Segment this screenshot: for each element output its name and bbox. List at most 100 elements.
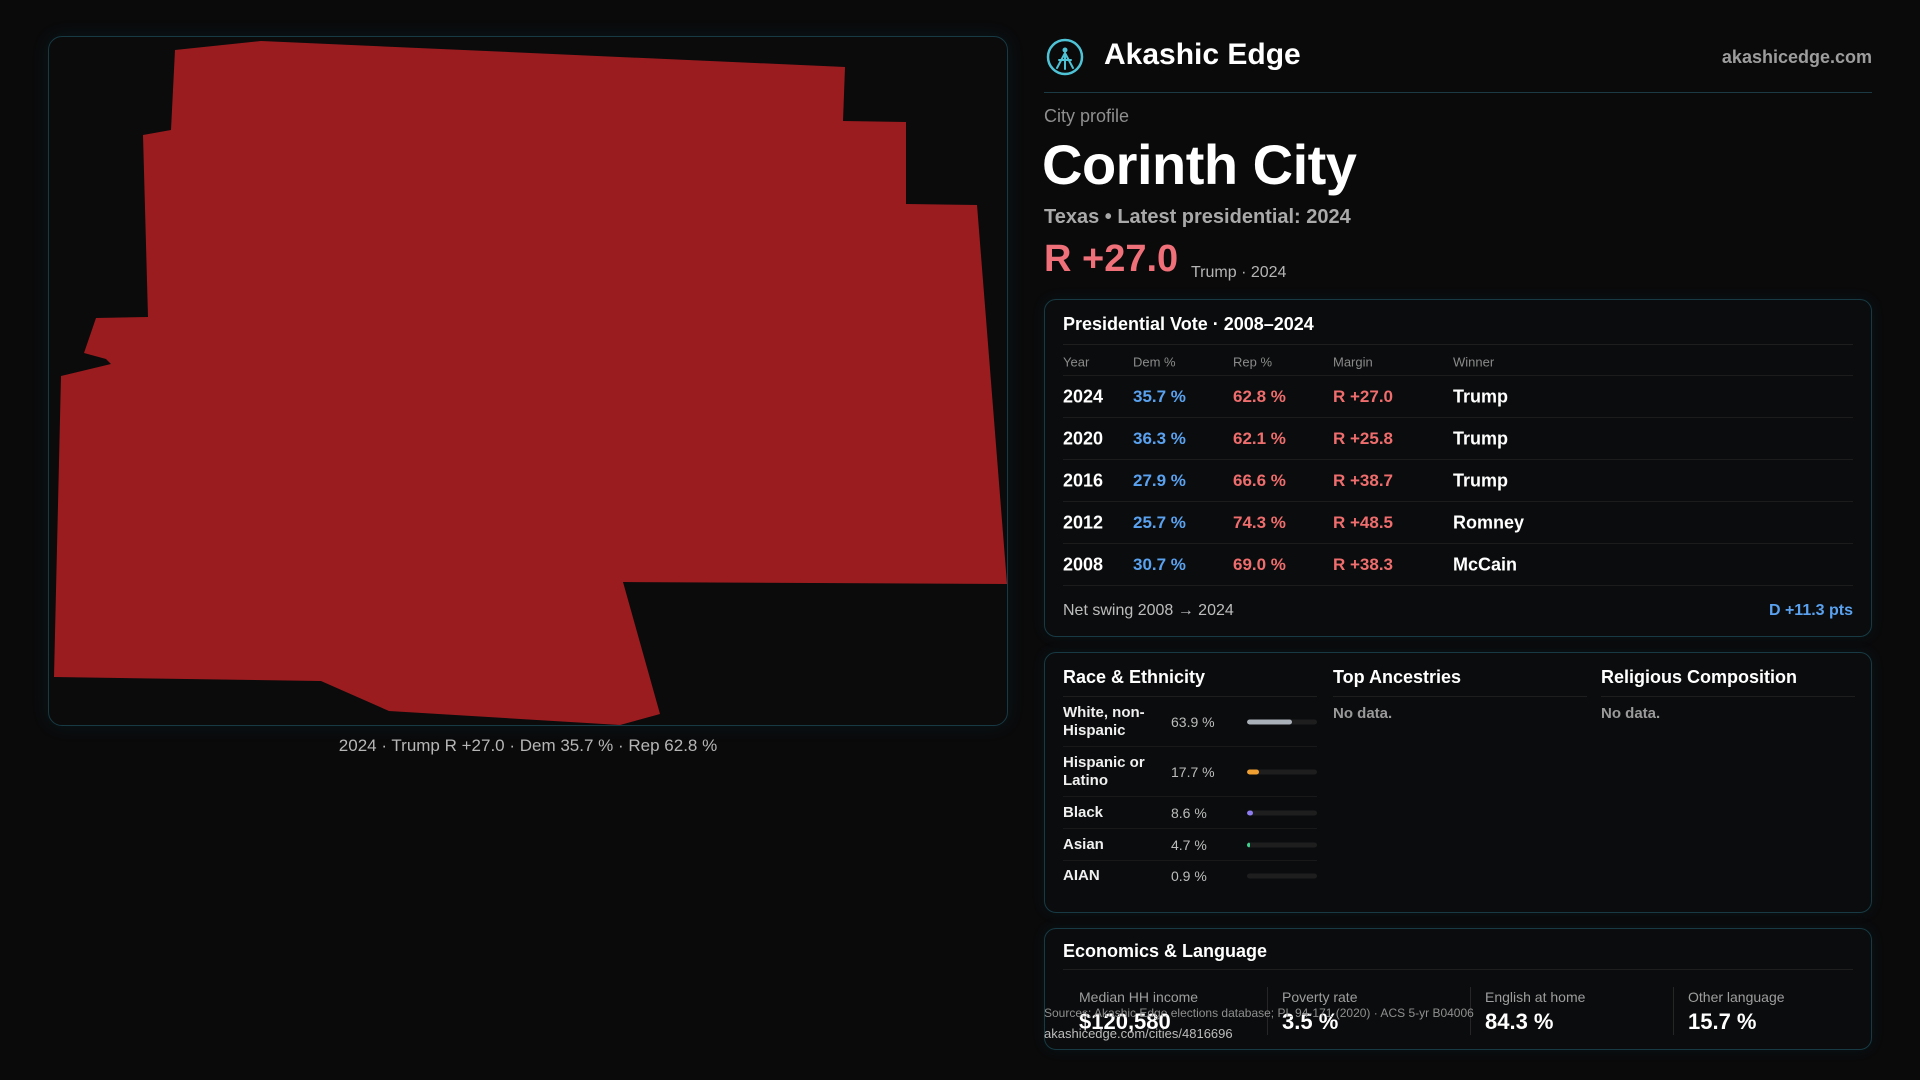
column-header-winner[interactable]: Winner xyxy=(1453,354,1495,369)
stat-value: $120,580 xyxy=(1079,1009,1171,1034)
table-row[interactable]: 2016 27.9 % 66.6 % R +38.7 Trump xyxy=(1063,460,1853,502)
race-ethnicity-title: Race & Ethnicity xyxy=(1063,667,1206,687)
table-row[interactable]: 2020 36.3 % 62.1 % R +25.8 Trump xyxy=(1063,418,1853,460)
cell-margin: R +38.3 xyxy=(1333,554,1394,574)
stat-median-income: Median HH income $120,580 xyxy=(1079,989,1198,1035)
section-divider xyxy=(1333,696,1587,697)
cell-dem: 30.7 % xyxy=(1133,554,1186,574)
cell-winner: Romney xyxy=(1453,512,1525,532)
race-percent: 17.7 % xyxy=(1171,763,1215,780)
race-share-bar xyxy=(1247,873,1317,879)
net-swing-value: D +11.3 pts xyxy=(1768,602,1853,619)
race-row: AIAN 0.9 % xyxy=(1063,861,1317,891)
sources-note: Sources: Akashic Edge elections database… xyxy=(1044,1006,1474,1020)
site-url-link[interactable]: akashicedge.com xyxy=(1721,47,1872,67)
stat-value: 15.7 % xyxy=(1688,1009,1757,1034)
race-label: Hispanic or Latino xyxy=(1063,753,1145,789)
page-url-link[interactable]: akashicedge.com/cities/4816696 xyxy=(1044,1026,1233,1041)
stat-divider xyxy=(1673,987,1674,1035)
city-map[interactable] xyxy=(48,36,1008,726)
column-header-dem[interactable]: Dem % xyxy=(1133,354,1176,369)
race-label: Asian xyxy=(1063,835,1104,853)
stat-poverty-rate: Poverty rate 3.5 % xyxy=(1282,989,1357,1035)
cell-dem: 27.9 % xyxy=(1133,470,1186,490)
cell-margin: R +48.5 xyxy=(1333,512,1394,532)
cell-year: 2020 xyxy=(1063,428,1104,448)
table-row[interactable]: 2008 30.7 % 69.0 % R +38.3 McCain xyxy=(1063,544,1853,586)
table-row[interactable]: 2024 35.7 % 62.8 % R +27.0 Trump xyxy=(1063,376,1853,418)
column-header-margin[interactable]: Margin xyxy=(1333,354,1373,369)
cell-rep: 62.8 % xyxy=(1233,386,1286,406)
race-percent: 4.7 % xyxy=(1171,836,1207,853)
race-share-fill xyxy=(1247,769,1260,774)
stat-label: Other language xyxy=(1688,989,1785,1005)
cell-rep: 66.6 % xyxy=(1233,470,1286,490)
cell-year: 2012 xyxy=(1063,512,1104,532)
race-row: Hispanic or Latino 17.7 % xyxy=(1063,747,1317,797)
race-share-fill xyxy=(1247,719,1292,724)
race-label: Black xyxy=(1063,803,1104,821)
ancestries-empty-text: No data. xyxy=(1333,705,1393,722)
race-ethnicity-section: Race & Ethnicity White, non-Hispanic 63.… xyxy=(1063,667,1317,891)
cell-rep: 69.0 % xyxy=(1233,554,1286,574)
brand-name[interactable]: Akashic Edge xyxy=(1104,38,1301,71)
race-percent: 63.9 % xyxy=(1171,713,1215,730)
demographics-card: Race & Ethnicity White, non-Hispanic 63.… xyxy=(1044,652,1872,913)
stat-value: 84.3 % xyxy=(1485,1009,1554,1034)
table-row[interactable]: 2012 25.7 % 74.3 % R +48.5 Romney xyxy=(1063,502,1853,544)
section-divider xyxy=(1601,696,1855,697)
cell-year: 2016 xyxy=(1063,470,1104,490)
race-share-bar xyxy=(1247,810,1317,815)
column-header-rep[interactable]: Rep % xyxy=(1233,354,1273,369)
presidential-vote-title: Presidential Vote · 2008–2024 xyxy=(1063,314,1314,334)
cell-dem: 36.3 % xyxy=(1133,428,1186,448)
table-header-row: Year Dem % Rep % Margin Winner xyxy=(1063,348,1853,376)
cell-margin: R +38.7 xyxy=(1333,470,1394,490)
race-label: White, non-Hispanic xyxy=(1063,703,1145,739)
latest-margin: R +27.0 xyxy=(1044,238,1179,280)
race-percent: 8.6 % xyxy=(1171,804,1207,821)
cell-year: 2024 xyxy=(1063,386,1104,406)
city-boundary-map xyxy=(54,41,1007,725)
race-row: White, non-Hispanic 63.9 % xyxy=(1063,697,1317,747)
race-share-fill xyxy=(1247,842,1251,847)
vote-table: Year Dem % Rep % Margin Winner 2024 35.7… xyxy=(1063,348,1853,586)
race-share-bar xyxy=(1247,769,1317,774)
race-row: Black 8.6 % xyxy=(1063,797,1317,829)
cell-margin: R +27.0 xyxy=(1333,386,1394,406)
map-caption: 2024 · Trump R +27.0 · Dem 35.7 % · Rep … xyxy=(338,736,718,755)
page-subtitle: Texas • Latest presidential: 2024 xyxy=(1044,206,1351,228)
stat-english-at-home: English at home 84.3 % xyxy=(1485,989,1585,1035)
city-boundary-shape[interactable] xyxy=(54,41,1007,725)
cell-winner: Trump xyxy=(1453,470,1509,490)
stat-label: Poverty rate xyxy=(1282,989,1358,1005)
stat-value: 3.5 % xyxy=(1282,1009,1339,1034)
cell-winner: Trump xyxy=(1453,386,1509,406)
stat-label: Median HH income xyxy=(1079,989,1199,1005)
race-share-bar xyxy=(1247,842,1317,847)
cell-winner: Trump xyxy=(1453,428,1509,448)
column-header-year[interactable]: Year xyxy=(1063,354,1090,369)
page-title: Corinth City xyxy=(1042,133,1357,196)
top-ancestries-title: Top Ancestries xyxy=(1333,667,1462,687)
section-divider xyxy=(1063,696,1317,697)
stat-divider xyxy=(1267,987,1268,1035)
cell-rep: 62.1 % xyxy=(1233,428,1286,448)
religious-composition-section: Religious Composition No data. xyxy=(1601,667,1855,722)
race-share-fill xyxy=(1247,810,1254,815)
cell-dem: 35.7 % xyxy=(1133,386,1186,406)
race-percent: 0.9 % xyxy=(1171,868,1207,884)
cell-margin: R +25.8 xyxy=(1333,428,1394,448)
page-eyebrow: City profile xyxy=(1044,106,1130,126)
race-label: AIAN xyxy=(1063,867,1100,884)
cell-dem: 25.7 % xyxy=(1133,512,1186,532)
race-row: Asian 4.7 % xyxy=(1063,829,1317,861)
card-divider xyxy=(1063,969,1853,970)
cell-rep: 74.3 % xyxy=(1233,512,1286,532)
stat-label: English at home xyxy=(1485,989,1586,1005)
race-share-bar xyxy=(1247,719,1317,724)
cell-year: 2008 xyxy=(1063,554,1104,574)
compass-icon[interactable] xyxy=(1046,38,1084,76)
religion-empty-text: No data. xyxy=(1601,705,1661,722)
